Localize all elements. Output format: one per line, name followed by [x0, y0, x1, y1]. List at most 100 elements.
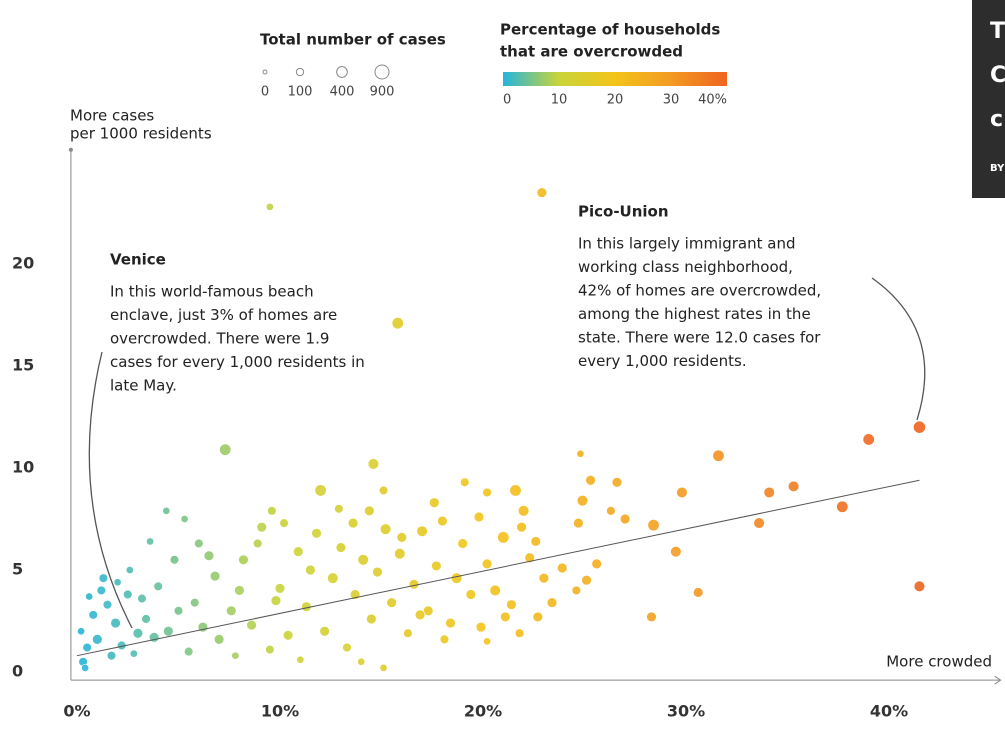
size-legend-circle [262, 69, 268, 75]
point [357, 657, 366, 666]
point [146, 537, 155, 546]
point [538, 572, 550, 584]
point [489, 584, 501, 597]
annotation-text: working class neighborhood, [578, 258, 793, 276]
size-legend-circle [336, 66, 348, 78]
size-legend-title: Total number of cases [260, 31, 446, 49]
point [253, 538, 263, 549]
point [357, 554, 369, 566]
annotation-title: Pico-Union [578, 203, 669, 221]
point [194, 538, 204, 549]
point [670, 546, 682, 558]
size-legend-label: 400 [330, 85, 355, 100]
point [379, 663, 388, 672]
point [913, 420, 926, 434]
point [445, 617, 456, 629]
point [571, 585, 582, 596]
point [173, 606, 184, 616]
sidebar-text: BY [990, 163, 1005, 174]
sidebar-text: T [990, 19, 1005, 44]
point [692, 587, 704, 598]
point [267, 506, 277, 516]
point [265, 644, 275, 655]
point [763, 486, 775, 499]
point [314, 484, 327, 497]
point [532, 611, 543, 623]
point [573, 517, 584, 529]
point [862, 433, 875, 446]
color-legend-label: 30 [663, 93, 680, 108]
size-legend-label: 900 [370, 85, 395, 100]
point [506, 599, 517, 610]
leader-line [871, 277, 926, 421]
annotation-text: enclave, just 3% of homes are [110, 306, 337, 324]
x-tick-label: 30% [667, 702, 705, 721]
point [450, 572, 463, 584]
point [396, 532, 407, 543]
point [163, 626, 174, 637]
point [386, 597, 397, 608]
point [576, 495, 589, 507]
point [203, 550, 215, 561]
point [437, 515, 448, 527]
point [647, 519, 660, 532]
point [270, 595, 282, 606]
sidebar-text: C [990, 63, 1005, 88]
point [611, 477, 623, 488]
point [591, 558, 602, 570]
point [379, 523, 392, 535]
point [619, 513, 631, 525]
point [546, 597, 558, 608]
annotation-title: Venice [110, 251, 166, 269]
point [646, 611, 657, 623]
point [113, 578, 122, 587]
point [327, 572, 339, 584]
point [581, 575, 592, 586]
point [125, 566, 134, 574]
point [209, 570, 221, 582]
point [282, 630, 294, 641]
point [414, 609, 426, 621]
color-legend-label: 10 [551, 93, 568, 108]
size-legend-circle [295, 67, 305, 77]
point [132, 628, 144, 639]
point [293, 546, 304, 557]
point [416, 525, 428, 537]
point [296, 655, 305, 664]
point [836, 500, 849, 513]
point [88, 610, 98, 620]
point [753, 517, 765, 529]
point [82, 642, 92, 653]
point [585, 475, 596, 486]
point [85, 592, 94, 601]
point [347, 517, 359, 529]
point [265, 202, 274, 211]
y-axis-label: per 1000 residents [70, 125, 212, 143]
point [516, 521, 527, 533]
point [183, 646, 194, 657]
point [556, 562, 568, 574]
point [141, 614, 151, 624]
point [576, 449, 585, 458]
point [364, 505, 375, 517]
annotation-text: 42% of homes are overcrowded, [578, 282, 821, 300]
point [497, 531, 510, 544]
point [180, 515, 189, 523]
x-axis-label: More crowded [886, 653, 992, 671]
point [98, 573, 109, 583]
point [342, 642, 352, 653]
axis-arrow [994, 675, 1002, 685]
point [460, 477, 470, 487]
point [482, 487, 492, 498]
color-legend-label: 20 [607, 93, 624, 108]
size-legend-circle [374, 64, 390, 80]
point [92, 634, 103, 645]
point [162, 506, 171, 515]
point [96, 585, 107, 596]
point [238, 554, 249, 565]
point [190, 597, 200, 608]
point [274, 583, 286, 594]
point [913, 580, 926, 592]
point [102, 600, 113, 610]
color-legend-title: Percentage of households [500, 21, 720, 39]
